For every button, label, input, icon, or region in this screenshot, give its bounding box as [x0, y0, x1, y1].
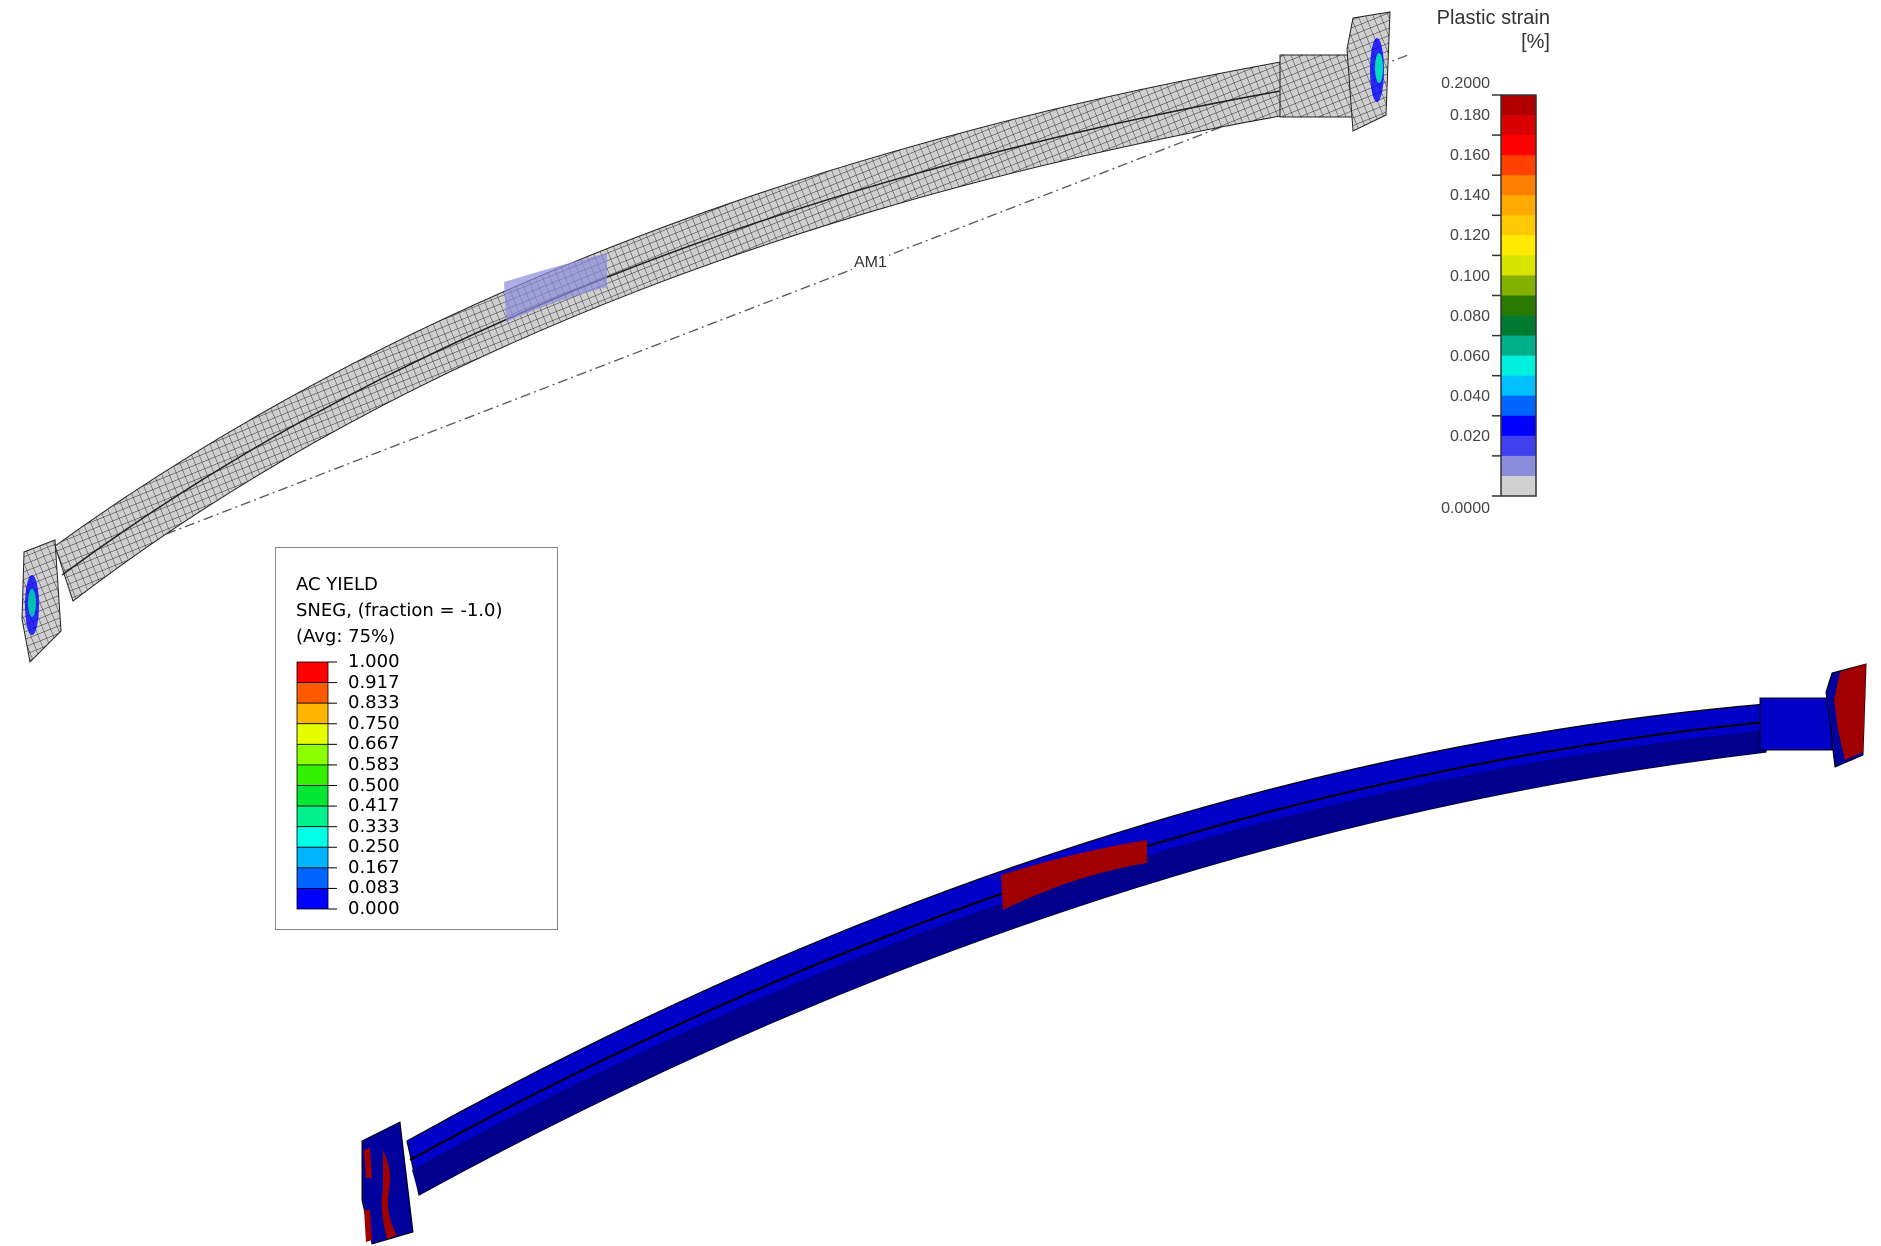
colorbar-tick-label: 0.100: [1449, 267, 1490, 285]
yielded-zone-left-edge: [364, 1148, 372, 1242]
colorbar-band: [296, 764, 329, 786]
colorbar-band: [1501, 195, 1536, 216]
meshed-beam-plastic-strain: [21, 11, 1391, 664]
colorbar-band: [1501, 375, 1536, 397]
legend-title-line: Plastic strain: [1436, 7, 1550, 29]
am1-measure-line: [72, 54, 1409, 571]
colorbar-band: [1501, 335, 1536, 357]
colorbar-band: [296, 888, 329, 910]
colorbar-band: [1501, 295, 1536, 317]
end-sleeve-right: [1759, 697, 1833, 751]
colorbar-tick-label: 0.140: [1449, 187, 1490, 205]
colorbar-band: [1501, 455, 1536, 477]
colorbar-band: [1501, 235, 1536, 256]
colorbar-band: [1501, 275, 1536, 296]
plastic-strain-patch: [504, 253, 607, 322]
colorbar-band: [296, 723, 329, 745]
ac-yield-subtitle: SNEG, (fraction = -1.0): [296, 600, 503, 621]
colorbar-band: [1501, 315, 1536, 337]
colorbar-tick-label: 0.250: [348, 836, 400, 858]
colorbar-band: [1501, 135, 1536, 156]
colorbar-tick-label: 0.417: [348, 795, 400, 817]
colorbar-band: [296, 785, 329, 807]
colorbar-band: [296, 846, 329, 869]
colorbar-band: [1501, 475, 1536, 497]
colorbar-tick-label: 0.167: [348, 856, 400, 878]
colorbar-tick-label: 0.750: [348, 712, 400, 734]
colorbar-band: [296, 682, 329, 704]
colorbar-tick-label: 0.583: [348, 753, 400, 775]
colorbar-tick-label: 0.120: [1449, 227, 1490, 245]
plastic-strain-legend-title: Plastic strain [%]: [1410, 6, 1550, 54]
colorbar-tick-label: 0.333: [348, 815, 400, 837]
yield-beam-ac-yield: [361, 663, 1867, 1245]
colorbar-tick-label: 0.083: [348, 877, 400, 899]
colorbar-band: [1501, 415, 1536, 437]
strain-hotspot-left-core: [28, 589, 36, 617]
colorbar-band: [1501, 175, 1536, 196]
colorbar-band: [1501, 355, 1536, 377]
colorbar-tick-label: 0.040: [1449, 387, 1490, 405]
colorbar-tick-label: 1.000: [348, 651, 400, 672]
colorbar-band: [1501, 255, 1536, 276]
colorbar-band: [1501, 155, 1536, 176]
colorbar-band: [296, 661, 329, 683]
colorbar-band: [296, 805, 329, 828]
meshed-beam-body: [54, 60, 1287, 602]
colorbar-tick-label: 0.917: [348, 671, 400, 693]
colorbar-band: [296, 867, 329, 889]
colorbar-tick-label: 0.833: [348, 692, 400, 714]
colorbar-band: [296, 743, 329, 766]
colorbar-tick-label: 0.060: [1449, 347, 1490, 365]
colorbar-tick-label: 0.2000: [1441, 75, 1490, 92]
colorbar-band: [296, 826, 329, 848]
colorbar-band: [1501, 395, 1536, 417]
colorbar-tick-label: 0.000: [348, 898, 400, 919]
colorbar-band: [296, 702, 329, 725]
colorbar-tick-label: 0.500: [348, 774, 400, 796]
end-sleeve-right: [1279, 54, 1353, 118]
meshed-beam-flange-line: [61, 89, 1287, 576]
colorbar-tick-label: 0.020: [1449, 427, 1490, 445]
legend-unit: [%]: [1521, 31, 1550, 53]
colorbar-tick-label: 0.0000: [1441, 500, 1490, 517]
colorbar-tick-label: 0.667: [348, 733, 400, 755]
colorbar-band: [1501, 115, 1536, 136]
yield-beam-web: [412, 730, 1766, 1195]
colorbar-band: [1501, 435, 1536, 457]
colorbar-tick-label: 0.160: [1449, 147, 1490, 165]
colorbar-tick-label: 0.080: [1449, 307, 1490, 325]
colorbar-band: [1501, 95, 1536, 116]
yielded-zone-right-plate: [1834, 664, 1866, 760]
ac-yield-legend: AC YIELD SNEG, (fraction = -1.0) (Avg: 7…: [275, 547, 558, 930]
strain-hotspot-right-core: [1375, 53, 1383, 83]
ac-yield-average: (Avg: 75%): [296, 626, 396, 647]
ac-yield-colorbar: [296, 661, 337, 910]
colorbar-tick-label: 0.180: [1449, 107, 1490, 125]
colorbar-band: [1501, 215, 1536, 236]
ac-yield-title: AC YIELD: [296, 574, 378, 595]
am1-label: AM1: [852, 254, 889, 272]
plastic-strain-colorbar: [1492, 94, 1537, 497]
yielded-zone-left-plate: [381, 1150, 397, 1239]
yielded-zone-mid: [1001, 840, 1147, 910]
